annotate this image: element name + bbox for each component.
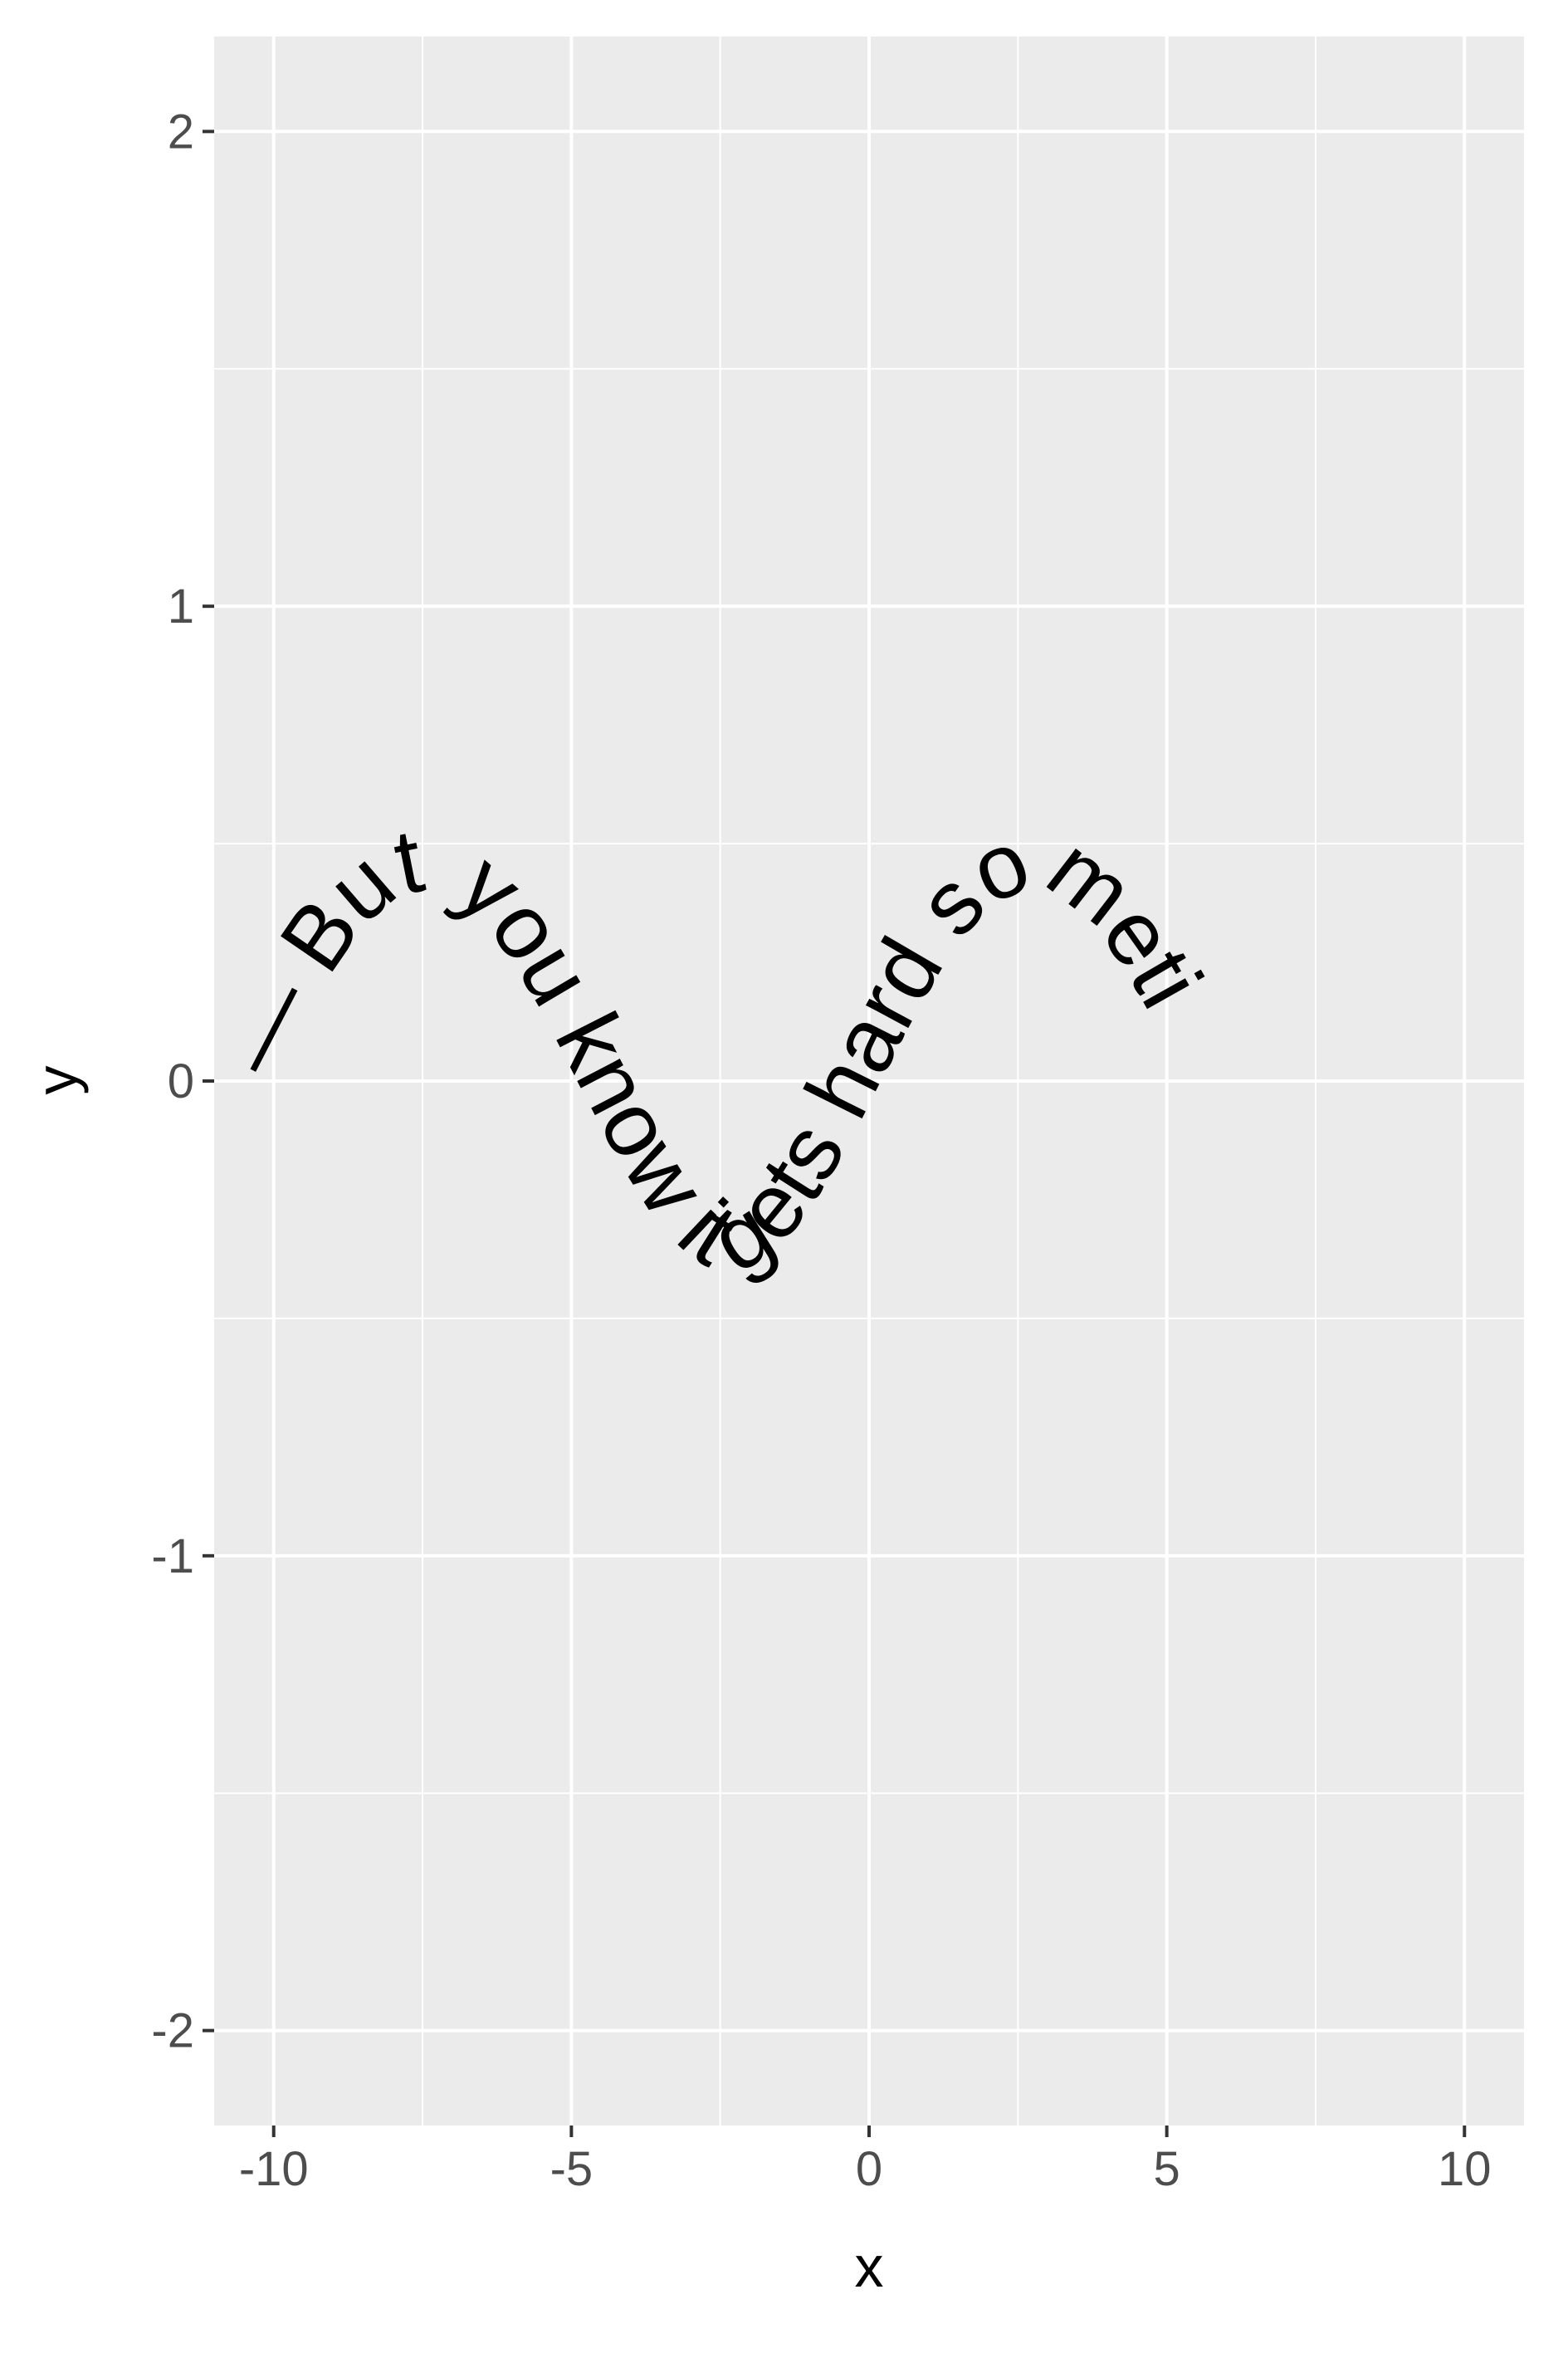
y-tick-label: 1: [168, 580, 194, 634]
y-tick-label: 2: [168, 105, 194, 159]
y-tick-label: 0: [168, 1054, 194, 1108]
x-axis: -10 -5 0 5 10: [239, 2126, 1492, 2196]
x-tick-label: -10: [239, 2142, 309, 2196]
y-axis-title: y: [24, 1066, 89, 1095]
x-tick-label: 0: [856, 2142, 882, 2196]
y-tick-label: -2: [151, 2004, 194, 2058]
y-axis: -2 -1 0 1 2: [151, 105, 214, 2058]
x-tick-label: -5: [550, 2142, 593, 2196]
x-tick-label: 10: [1438, 2142, 1492, 2196]
x-tick-label: 5: [1154, 2142, 1180, 2196]
y-tick-label: -1: [151, 1529, 194, 1583]
x-axis-title: x: [855, 2234, 884, 2299]
grid-major: [214, 37, 1524, 2126]
